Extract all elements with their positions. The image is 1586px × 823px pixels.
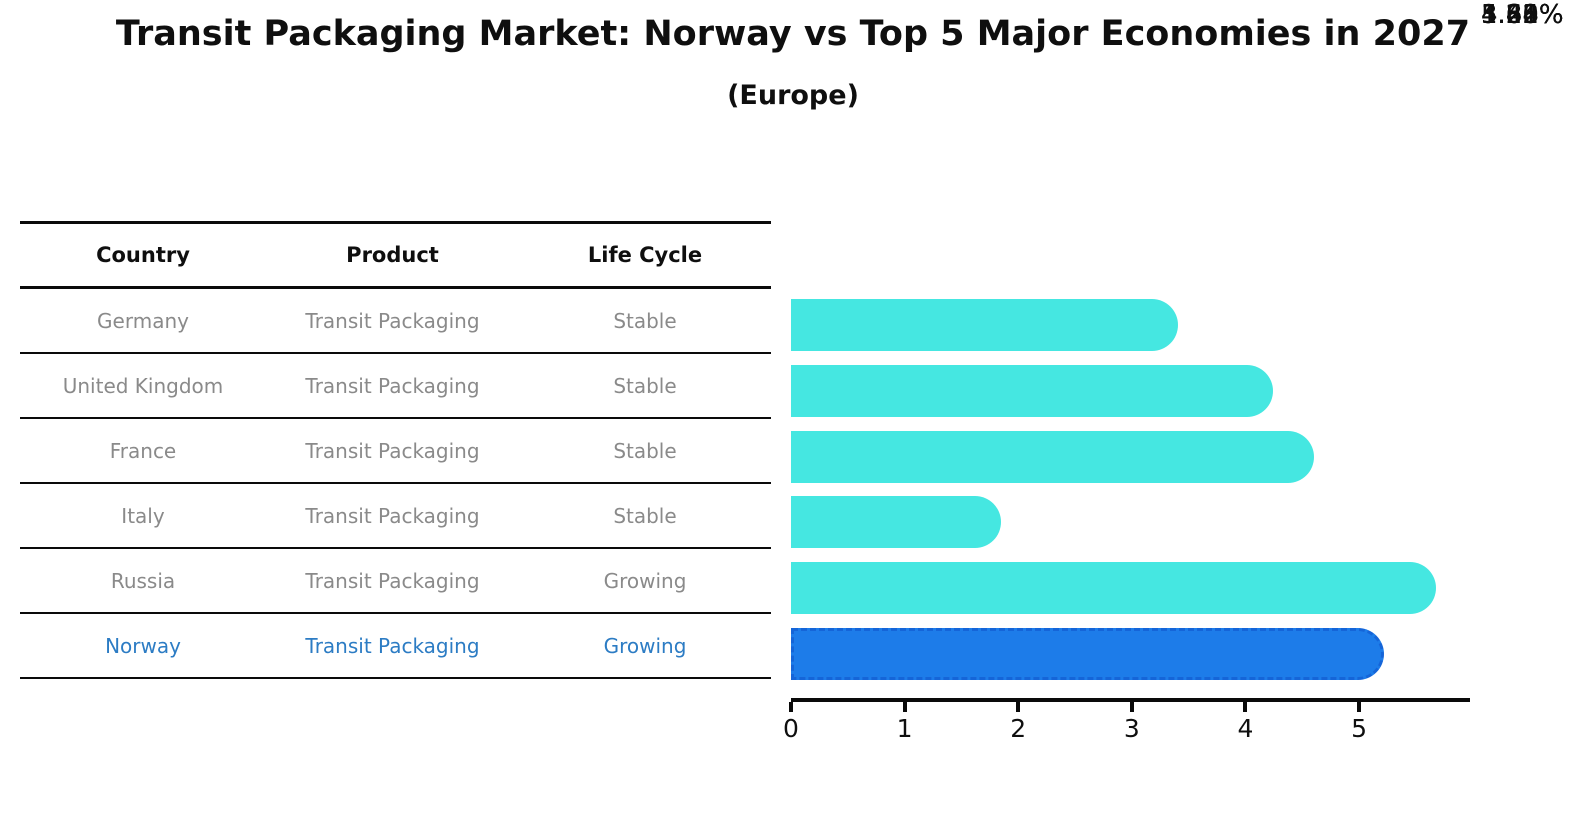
cell-country: Germany [97, 308, 189, 333]
table-row-united-kingdom: United Kingdom Transit Packaging Stable [20, 354, 771, 419]
tick-mark [902, 702, 907, 712]
tick-mark [789, 702, 793, 712]
x-axis-line [791, 698, 1470, 702]
country-table: Country Product Life Cycle Germany Trans… [20, 221, 771, 679]
tick-mark [1016, 702, 1021, 712]
cell-product: Transit Packaging [305, 633, 480, 658]
column-header-product: Product [346, 243, 439, 267]
cell-country: Norway [105, 633, 181, 658]
bar-slot-germany [791, 299, 1467, 351]
tick-label: 4 [1237, 714, 1254, 743]
tick-label: 5 [1351, 714, 1368, 743]
cell-lifecycle: Stable [613, 438, 677, 463]
cell-lifecycle: Stable [613, 308, 677, 333]
value-label-italy: 1.85% [1481, 0, 1564, 30]
bar-germany [791, 299, 1179, 351]
value-label-germany: 3.41% [1481, 0, 1564, 30]
cell-lifecycle: Growing [603, 568, 687, 593]
value-label-united-kingdom: 4.24% [1481, 0, 1564, 30]
chart-title: Transit Packaging Market: Norway vs Top … [115, 14, 1471, 54]
bar-slot-united-kingdom [791, 365, 1467, 417]
table-row-russia: Russia Transit Packaging Growing [20, 549, 771, 614]
bar-italy [791, 496, 1002, 548]
tick-label: 0 [783, 714, 799, 743]
chart-subtitle: (Europe) [727, 80, 859, 111]
cell-lifecycle: Stable [613, 373, 677, 398]
bar-russia [791, 562, 1437, 614]
tick-label: 3 [1123, 714, 1140, 743]
bar-slot-france [791, 431, 1467, 483]
bar-united-kingdom [791, 365, 1273, 417]
tick-label: 2 [1010, 714, 1027, 743]
table-row-norway: Norway Transit Packaging Growing [20, 614, 771, 679]
column-header-country: Country [96, 243, 190, 267]
cell-country: France [109, 438, 177, 463]
cell-product: Transit Packaging [305, 503, 480, 528]
cell-country: Russia [110, 568, 176, 593]
bar-norway-highlighted [791, 628, 1385, 680]
cell-product: Transit Packaging [305, 373, 480, 398]
value-label-norway: 5.22% [1481, 0, 1564, 30]
column-header-lifecycle: Life Cycle [587, 243, 703, 267]
cell-country: United Kingdom [62, 373, 224, 398]
value-label-russia: 5.68% [1481, 0, 1564, 30]
table-row-italy: Italy Transit Packaging Stable [20, 484, 771, 549]
value-label-france: 4.60% [1481, 0, 1564, 30]
bar-slot-italy [791, 496, 1467, 548]
cell-lifecycle: Growing [603, 633, 687, 658]
cell-product: Transit Packaging [305, 308, 480, 333]
bar-slot-russia [791, 562, 1467, 614]
table-row-germany: Germany Transit Packaging Stable [20, 289, 771, 354]
table-header-row: Country Product Life Cycle [20, 224, 771, 289]
bar-france [791, 431, 1314, 483]
cell-product: Transit Packaging [305, 438, 480, 463]
cell-lifecycle: Stable [613, 503, 677, 528]
tick-mark [1243, 702, 1248, 712]
cell-country: Italy [121, 503, 165, 528]
cell-product: Transit Packaging [305, 568, 480, 593]
bar-plot [791, 289, 1467, 700]
tick-mark [1129, 702, 1134, 712]
bar-slot-norway [791, 628, 1467, 680]
table-row-france: France Transit Packaging Stable [20, 419, 771, 484]
tick-mark [1357, 702, 1362, 712]
tick-label: 1 [896, 714, 913, 743]
